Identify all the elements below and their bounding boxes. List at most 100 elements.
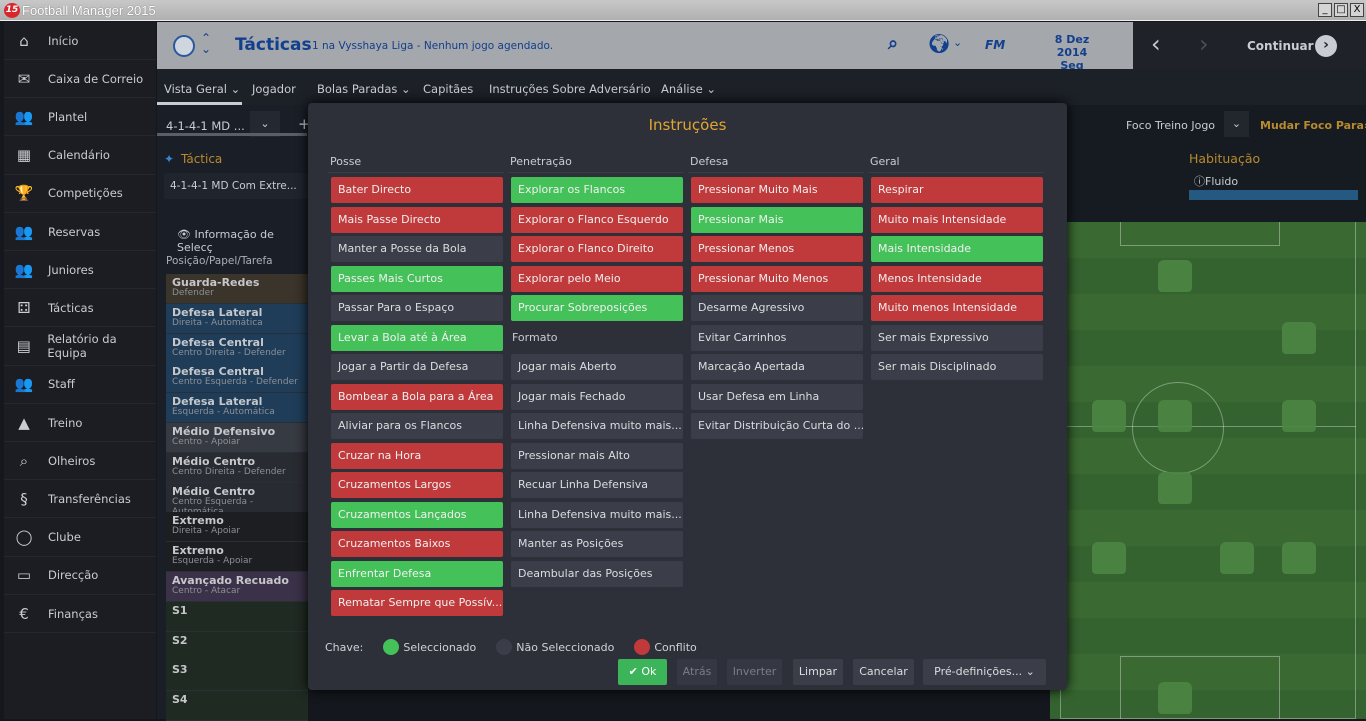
chevron-down-icon[interactable]: ⌄ [953, 36, 963, 49]
player-shirt-icon[interactable] [1220, 542, 1254, 574]
instruction-button[interactable]: Respirar [871, 177, 1043, 203]
instruction-button[interactable]: Pressionar mais Alto [511, 442, 683, 469]
position-row[interactable]: Avançado Recuado Centro - Atacar [166, 572, 308, 602]
clear-button[interactable]: Limpar [793, 659, 843, 685]
player-shirt-icon[interactable] [1158, 400, 1192, 432]
sidebar-item[interactable]: ✉ Caixa de Correio [4, 60, 156, 99]
sidebar-item[interactable]: ▤ Relatório da Equipa [4, 328, 156, 366]
instruction-button[interactable]: Jogar mais Fechado [511, 383, 683, 410]
tab-vista-geral[interactable]: Vista Geral ⌄ [164, 82, 241, 96]
instruction-button[interactable]: Bater Directo [331, 177, 503, 203]
sidebar-item[interactable]: 👥 Staff [4, 366, 156, 404]
sidebar-item[interactable]: 👥 Plantel [4, 98, 156, 137]
instruction-button[interactable]: Explorar os Flancos [511, 177, 683, 203]
sidebar-item[interactable]: ▦ Calendário [4, 137, 156, 175]
player-shirt-icon[interactable] [1092, 400, 1126, 432]
sidebar-item[interactable]: ▲ Treino [4, 404, 156, 442]
tactic-select[interactable]: 4-1-4-1 MD Com Extre... [164, 173, 314, 199]
instruction-button[interactable]: Evitar Distribuição Curta do ... [691, 413, 863, 439]
instruction-button[interactable]: Evitar Carrinhos [691, 324, 863, 351]
add-tactic-button[interactable]: + [298, 115, 311, 133]
player-shirt-icon[interactable] [1282, 400, 1316, 432]
instruction-button[interactable]: Manter a Posse da Bola [331, 236, 503, 262]
sidebar-item[interactable]: ◯ Clube [4, 519, 156, 557]
continue-arrow-icon[interactable]: › [1315, 35, 1337, 57]
position-row[interactable]: Extremo Esquerda - Apoiar [166, 542, 308, 573]
tab-analise[interactable]: Análise ⌄ [661, 82, 716, 96]
instruction-button[interactable]: Jogar mais Aberto [511, 354, 683, 380]
instruction-button[interactable]: Cruzamentos Largos [331, 472, 503, 498]
instruction-button[interactable]: Pressionar Muito Mais [691, 177, 863, 203]
fm-menu-button[interactable]: FM [985, 38, 1006, 52]
instruction-button[interactable]: Linha Defensiva muito mais... [511, 413, 683, 439]
position-row[interactable]: Defesa Central Centro Esquerda - Defender [166, 363, 308, 394]
instruction-button[interactable]: Pressionar Mais [691, 206, 863, 233]
player-shirt-icon[interactable] [1158, 260, 1192, 292]
sidebar-item[interactable]: € Finanças [4, 595, 156, 633]
continue-button[interactable]: Continuar [1247, 39, 1314, 53]
back-button[interactable]: Atrás [677, 659, 717, 685]
formation-tab[interactable]: 4-1-4-1 MD ... [166, 119, 245, 133]
instruction-button[interactable]: Passar Para o Espaço [331, 295, 503, 321]
player-shirt-icon[interactable] [1282, 542, 1316, 574]
instruction-button[interactable]: Linha Defensiva muito mais... [511, 501, 683, 528]
position-row[interactable]: S1 [166, 601, 308, 632]
instruction-button[interactable]: Explorar pelo Meio [511, 265, 683, 292]
presets-dropdown[interactable]: Pré-definições... ⌄ [923, 659, 1046, 685]
club-badge-icon[interactable] [173, 35, 195, 57]
position-row[interactable]: Defesa Central Centro Direita - Defender [166, 333, 308, 364]
invert-button[interactable]: Inverter [727, 659, 782, 685]
instruction-button[interactable]: Manter as Posições [511, 531, 683, 557]
instruction-button[interactable]: Explorar o Flanco Esquerdo [511, 206, 683, 233]
instruction-button[interactable]: Aliviar para os Flancos [331, 413, 503, 439]
sidebar-item[interactable]: ▭ Direcção [4, 557, 156, 595]
position-row[interactable]: S3 [166, 661, 308, 692]
player-shirt-icon[interactable] [1282, 322, 1316, 354]
club-switch-chevrons-icon[interactable]: ⌃ ⌄ [201, 31, 212, 56]
tab-capitaes[interactable]: Capitães [423, 82, 474, 96]
instruction-button[interactable]: Ser mais Expressivo [871, 324, 1043, 351]
instruction-button[interactable]: Recuar Linha Defensiva [511, 472, 683, 498]
forward-arrow-icon[interactable]: › [1199, 30, 1209, 58]
instruction-button[interactable]: Usar Defesa em Linha [691, 383, 863, 410]
sidebar-item[interactable]: ⌂ Início [4, 22, 156, 60]
position-row[interactable]: S4 [166, 691, 308, 721]
sidebar-item[interactable]: 🏆 Competições [4, 175, 156, 213]
instruction-button[interactable]: Bombear a Bola para a Área [331, 383, 503, 410]
instruction-button[interactable]: Procurar Sobreposições [511, 295, 683, 321]
position-row[interactable]: Médio Centro Centro Direita - Defender [166, 452, 308, 483]
instruction-button[interactable]: Marcação Apertada [691, 354, 863, 380]
sidebar-item[interactable]: 👥 Juniores [4, 251, 156, 290]
back-arrow-icon[interactable]: ‹ [1151, 30, 1161, 58]
sidebar-item[interactable]: ⚃ Tácticas [4, 289, 156, 328]
minimize-button[interactable]: _ [1318, 3, 1332, 17]
player-shirt-icon[interactable] [1158, 472, 1192, 504]
position-row[interactable]: Extremo Direita - Apoiar [166, 512, 308, 543]
chevron-down-icon[interactable]: ⌄ [1224, 111, 1249, 137]
instruction-button[interactable]: Pressionar Menos [691, 236, 863, 262]
sidebar-item[interactable]: 👥 Reservas [4, 213, 156, 251]
instruction-button[interactable]: Cruzar na Hora [331, 442, 503, 469]
globe-icon[interactable]: 🌍︎ [927, 33, 952, 55]
instruction-button[interactable]: Enfrentar Defesa [331, 560, 503, 587]
instruction-button[interactable]: Menos Intensidade [871, 265, 1043, 292]
instruction-button[interactable]: Deambular das Posições [511, 560, 683, 587]
instruction-button[interactable]: Muito mais Intensidade [871, 206, 1043, 233]
close-button[interactable]: X [1350, 3, 1364, 17]
selection-info-button[interactable]: 👁︎ Informação de Selecç [177, 228, 308, 254]
sidebar-item[interactable]: § Transferências [4, 480, 156, 519]
instruction-button[interactable]: Levar a Bola até à Área [331, 324, 503, 351]
instruction-button[interactable]: Cruzamentos Baixos [331, 531, 503, 557]
instruction-button[interactable]: Pressionar Muito Menos [691, 265, 863, 292]
instruction-button[interactable]: Mais Passe Directo [331, 206, 503, 233]
tab-jogador[interactable]: Jogador [252, 82, 296, 96]
instruction-button[interactable]: Desarme Agressivo [691, 295, 863, 321]
chevron-down-icon[interactable]: ⌄ [250, 111, 280, 137]
change-focus-link[interactable]: Mudar Foco Para› [1260, 119, 1366, 132]
instruction-button[interactable]: Explorar o Flanco Direito [511, 236, 683, 262]
instruction-button[interactable]: Rematar Sempre que Possív... [331, 590, 503, 616]
tactics-pitch[interactable] [1050, 222, 1366, 719]
player-shirt-icon[interactable] [1158, 682, 1192, 714]
cancel-button[interactable]: Cancelar [853, 659, 914, 685]
instruction-button[interactable]: Ser mais Disciplinado [871, 354, 1043, 380]
